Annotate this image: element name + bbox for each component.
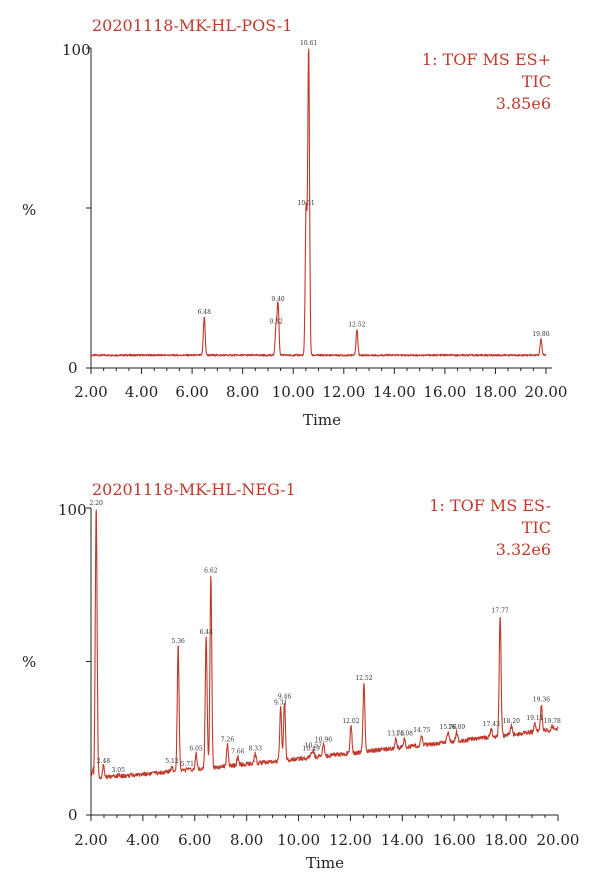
- peak-label: 17.77: [492, 607, 509, 614]
- peak-label: 12.52: [348, 322, 365, 329]
- x-tick-label: 2.00: [74, 831, 107, 849]
- peak-label: 6.44: [200, 629, 214, 636]
- peak-label: 17.43: [483, 721, 500, 728]
- instrument-mode: 1: TOF MS ES-: [429, 496, 551, 515]
- chromatogram-trace: [90, 48, 547, 357]
- peak-label: 10.49: [303, 746, 320, 753]
- peak-label: 2.20: [90, 500, 104, 507]
- peak-label: 10.96: [315, 736, 332, 743]
- y-tick-label: 100: [62, 41, 91, 59]
- x-tick-label: 8.00: [226, 383, 259, 401]
- peak-label: 7.26: [221, 736, 235, 743]
- instrument-mode: 1: TOF MS ES+: [422, 50, 551, 69]
- peak-label: 19.80: [532, 331, 549, 338]
- peak-label: 13.75: [387, 730, 404, 737]
- peak-label: 8.33: [249, 746, 263, 753]
- x-tick-label: 20.00: [525, 383, 568, 401]
- peak-label: 14.08: [396, 730, 413, 737]
- sample-name: 20201118-MK-HL-NEG-1: [92, 480, 296, 499]
- peak-label: 15.76: [439, 724, 456, 731]
- y-axis-label: %: [22, 653, 36, 671]
- y-tick-label: 0: [68, 806, 78, 824]
- chromatogram-trace: [90, 509, 559, 780]
- peak-label: 6.05: [189, 746, 203, 753]
- x-tick-label: 14.00: [373, 383, 416, 401]
- peak-label: 6.62: [204, 568, 218, 575]
- trace-type: TIC: [522, 72, 551, 91]
- peak-label: 7.66: [231, 749, 245, 756]
- x-tick-label: 6.00: [178, 831, 211, 849]
- peak-label: 19.11: [526, 715, 543, 722]
- x-tick-label: 12.00: [329, 831, 372, 849]
- x-axis-label: Time: [306, 854, 344, 872]
- x-tick-label: 10.00: [272, 383, 315, 401]
- peak-label: 3.05: [112, 767, 126, 774]
- x-tick-label: 4.00: [125, 383, 158, 401]
- peak-label: 12.02: [342, 718, 359, 725]
- x-tick-label: 16.00: [433, 831, 476, 849]
- peak-label: 10.57: [305, 743, 322, 750]
- chromatogram-panel-neg: 20201118-MK-HL-NEG-1 1: TOF MS ES- TIC 3…: [22, 480, 579, 872]
- x-tick-label: 2.00: [74, 383, 107, 401]
- peak-label: 6.48: [198, 309, 212, 316]
- peak-label: 19.78: [544, 718, 561, 725]
- peak-label: 5.36: [171, 638, 185, 645]
- peak-label: 5.12: [165, 758, 179, 765]
- x-tick-label: 4.00: [126, 831, 159, 849]
- trace-type: TIC: [522, 518, 551, 537]
- peak-label: 10.61: [300, 40, 317, 47]
- x-tick-label: 18.00: [474, 383, 517, 401]
- peak-label: 18.20: [503, 718, 520, 725]
- x-axis-label: Time: [303, 411, 341, 429]
- x-tick-label: 10.00: [277, 831, 320, 849]
- peak-label: 12.52: [355, 675, 372, 682]
- x-tick-label: 6.00: [175, 383, 208, 401]
- peak-label: 2.48: [97, 758, 111, 765]
- intensity-scale: 3.32e6: [496, 540, 551, 559]
- intensity-scale: 3.85e6: [496, 94, 551, 113]
- y-axis-label: %: [22, 201, 36, 219]
- peak-label: 9.46: [278, 693, 292, 700]
- peak-label: 16.09: [448, 724, 465, 731]
- peak-label: 5.71: [181, 761, 194, 768]
- x-tick-label: 16.00: [423, 383, 466, 401]
- x-tick-label: 12.00: [322, 383, 365, 401]
- chromatogram-panel-pos: 20201118-MK-HL-POS-1 1: TOF MS ES+ TIC 3…: [22, 16, 567, 429]
- peak-label: 9.32: [269, 318, 283, 325]
- peak-label: 9.40: [271, 296, 285, 303]
- sample-name: 20201118-MK-HL-POS-1: [92, 16, 292, 35]
- x-tick-label: 8.00: [230, 831, 263, 849]
- peak-label: 9.31: [274, 700, 287, 707]
- x-tick-label: 20.00: [537, 831, 580, 849]
- y-tick-label: 0: [68, 359, 78, 377]
- peak-label: 19.36: [533, 696, 550, 703]
- y-tick-label: 100: [58, 501, 87, 519]
- x-tick-label: 18.00: [485, 831, 528, 849]
- peak-label: 10.51: [298, 200, 315, 207]
- x-tick-label: 14.00: [381, 831, 424, 849]
- peak-label: 14.75: [413, 727, 430, 734]
